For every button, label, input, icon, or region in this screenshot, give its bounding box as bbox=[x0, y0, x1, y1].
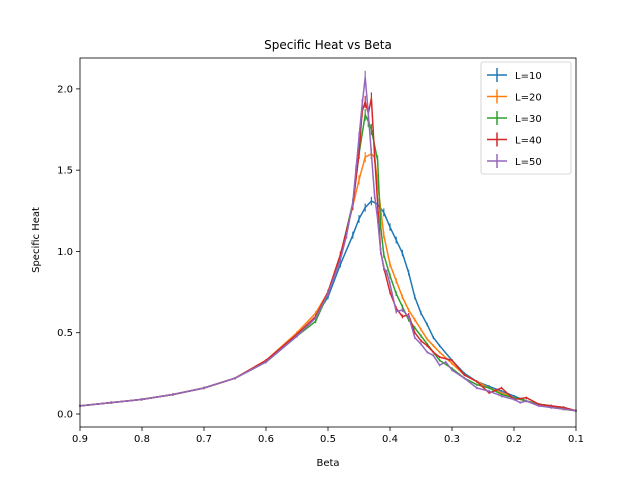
x-tick-label: 0.2 bbox=[506, 434, 522, 445]
legend-label-l-20: L=20 bbox=[515, 93, 542, 104]
legend-label-l-10: L=10 bbox=[515, 71, 542, 82]
y-axis: 0.0 0.5 1.0 1.5 2.0 bbox=[57, 84, 80, 420]
x-axis-title: Beta bbox=[316, 458, 339, 469]
legend-label-l-30: L=30 bbox=[515, 114, 542, 125]
legend: L=10 L=20 L=30 L=40 L=50 bbox=[480, 61, 572, 175]
y-tick-label: 1.5 bbox=[57, 166, 73, 177]
x-tick-label: 0.4 bbox=[382, 434, 398, 445]
legend-box bbox=[480, 61, 572, 175]
x-tick-label: 0.7 bbox=[196, 434, 212, 445]
x-tick-label: 0.6 bbox=[258, 434, 274, 445]
chart-title: Specific Heat vs Beta bbox=[264, 38, 392, 52]
legend-label-l-40: L=40 bbox=[515, 136, 542, 147]
x-tick-label: 0.8 bbox=[134, 434, 150, 445]
y-tick-label: 0.0 bbox=[57, 409, 73, 420]
x-tick-label: 0.1 bbox=[568, 434, 584, 445]
x-tick-label: 0.9 bbox=[72, 434, 88, 445]
y-tick-label: 1.0 bbox=[57, 247, 73, 258]
plot-area bbox=[79, 70, 577, 412]
x-axis: 0.9 0.8 0.7 0.6 0.5 0.4 0.3 0.2 0.1 bbox=[72, 427, 584, 445]
x-tick-label: 0.5 bbox=[320, 434, 336, 445]
y-tick-label: 0.5 bbox=[57, 328, 73, 339]
x-tick-label: 0.3 bbox=[444, 434, 460, 445]
y-axis-title: Specific Heat bbox=[31, 207, 42, 273]
series-line-l-20 bbox=[79, 153, 577, 412]
series-line-l-50 bbox=[79, 76, 577, 412]
legend-label-l-50: L=50 bbox=[515, 157, 542, 168]
y-tick-label: 2.0 bbox=[57, 84, 73, 95]
series-line-l-10 bbox=[79, 200, 577, 412]
